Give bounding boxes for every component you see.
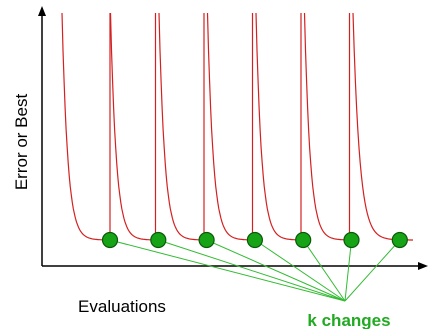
error-curve: [255, 12, 308, 241]
restart-marker: [246, 231, 263, 249]
error-curves: [61, 12, 413, 241]
k-change-connector: [109, 239, 346, 302]
error-curve: [158, 12, 211, 241]
restart-marker: [101, 231, 119, 249]
error-curve: [61, 12, 114, 241]
restart-marker: [198, 231, 215, 249]
restart-marker: [295, 231, 312, 249]
restart-marker: [343, 231, 360, 249]
error-curve: [109, 12, 162, 241]
k-change-connector: [302, 239, 346, 302]
error-curve: [303, 12, 356, 241]
k-change-connector: [344, 239, 352, 302]
restart-markers: [101, 231, 408, 249]
x-axis-arrowhead: [418, 262, 428, 270]
k-change-connector: [254, 239, 346, 302]
k-change-connector: [206, 239, 346, 302]
restart-marker: [150, 231, 167, 249]
y-axis-arrowhead: [38, 6, 46, 16]
axes: [38, 6, 428, 270]
k-change-connector: [158, 239, 346, 302]
x-axis-label: Evaluations: [78, 297, 166, 316]
k-change-connectors: [109, 239, 401, 302]
error-curve: [352, 12, 413, 241]
restart-marker: [391, 231, 408, 249]
y-axis-label: Error or Best: [12, 94, 31, 191]
error-curve: [206, 12, 259, 241]
k-change-connector: [344, 239, 401, 302]
k-changes-annotation: k changes: [307, 311, 390, 329]
